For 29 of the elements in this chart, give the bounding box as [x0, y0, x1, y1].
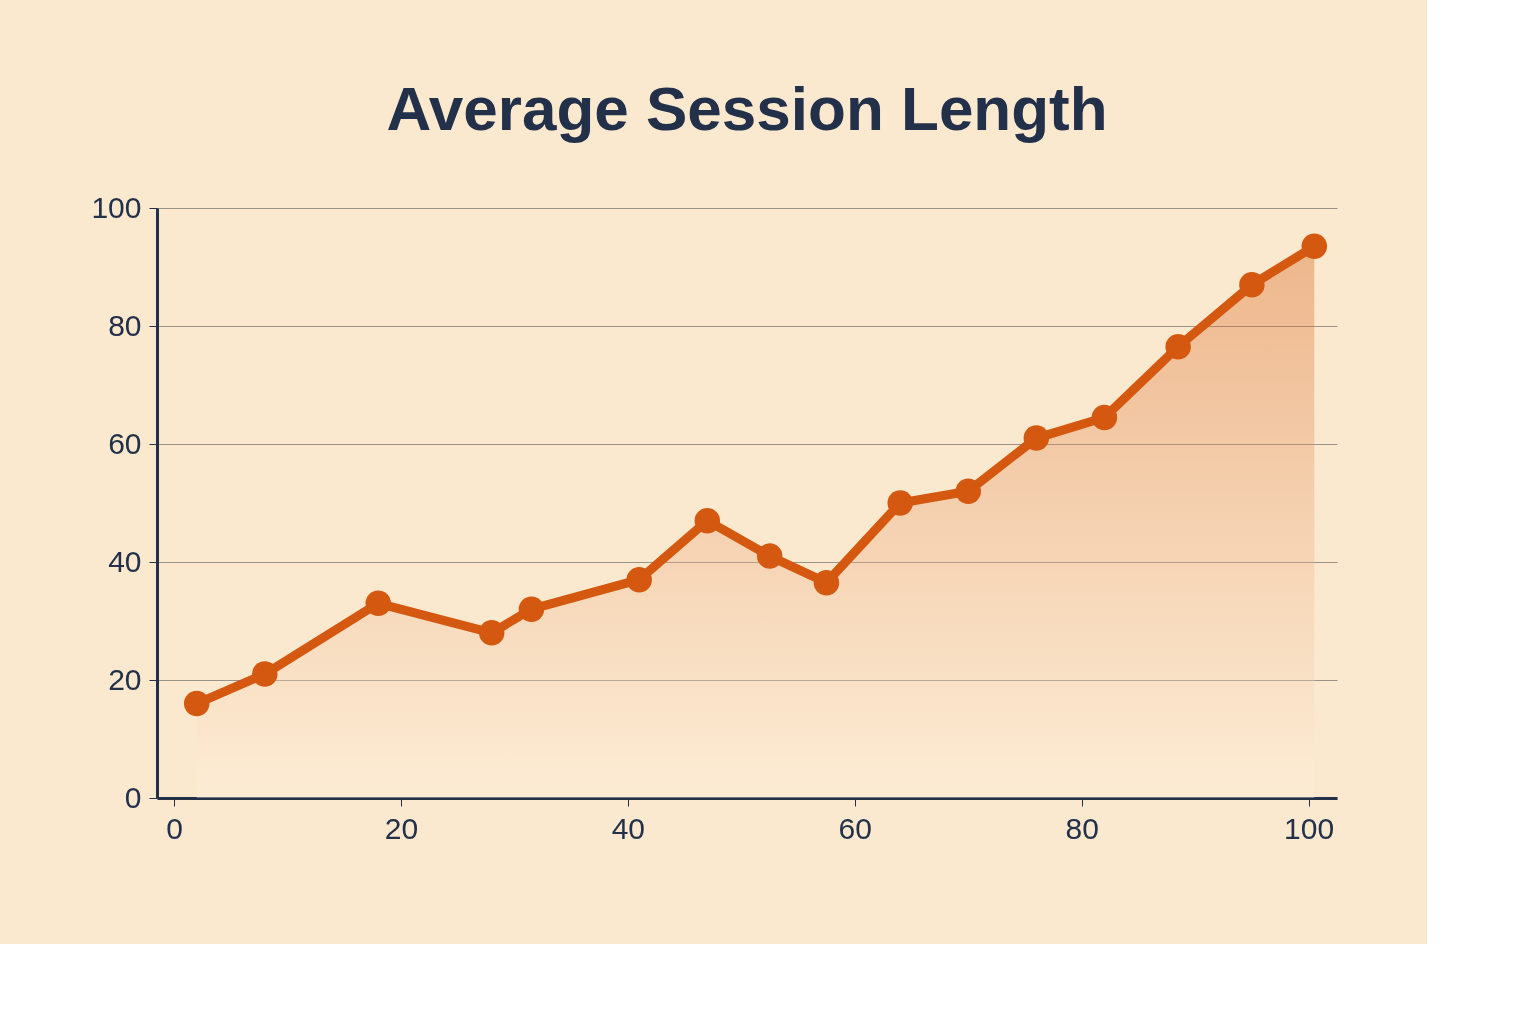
- x-tick-label: 80: [1065, 811, 1099, 845]
- point: [756, 543, 783, 569]
- point: [1165, 333, 1191, 360]
- point: [1301, 233, 1328, 260]
- y-tick-label: 40: [108, 544, 142, 578]
- point: [694, 507, 721, 534]
- y-tick-label: 60: [108, 426, 142, 460]
- point: [813, 569, 840, 596]
- point: [183, 690, 210, 717]
- point: [955, 478, 981, 504]
- chart-title: Average Session Length: [386, 74, 1108, 143]
- y-tick-label: 0: [124, 780, 142, 814]
- point: [1239, 271, 1265, 298]
- point: [365, 590, 391, 617]
- point: [626, 566, 652, 593]
- x-tick-label: 0: [166, 811, 183, 845]
- point: [1023, 425, 1050, 451]
- point: [252, 661, 278, 687]
- point: [518, 596, 545, 622]
- x-tick-label: 60: [838, 811, 872, 845]
- y-tick-label: 100: [91, 190, 142, 224]
- y-tick-label: 80: [108, 308, 142, 342]
- point: [1091, 404, 1118, 431]
- point: [887, 490, 913, 516]
- x-tick-label: 100: [1284, 811, 1335, 845]
- y-tick-label: 20: [108, 662, 142, 696]
- x-tick-label: 20: [384, 811, 419, 845]
- x-tick-label: 40: [611, 811, 646, 845]
- point: [478, 620, 505, 646]
